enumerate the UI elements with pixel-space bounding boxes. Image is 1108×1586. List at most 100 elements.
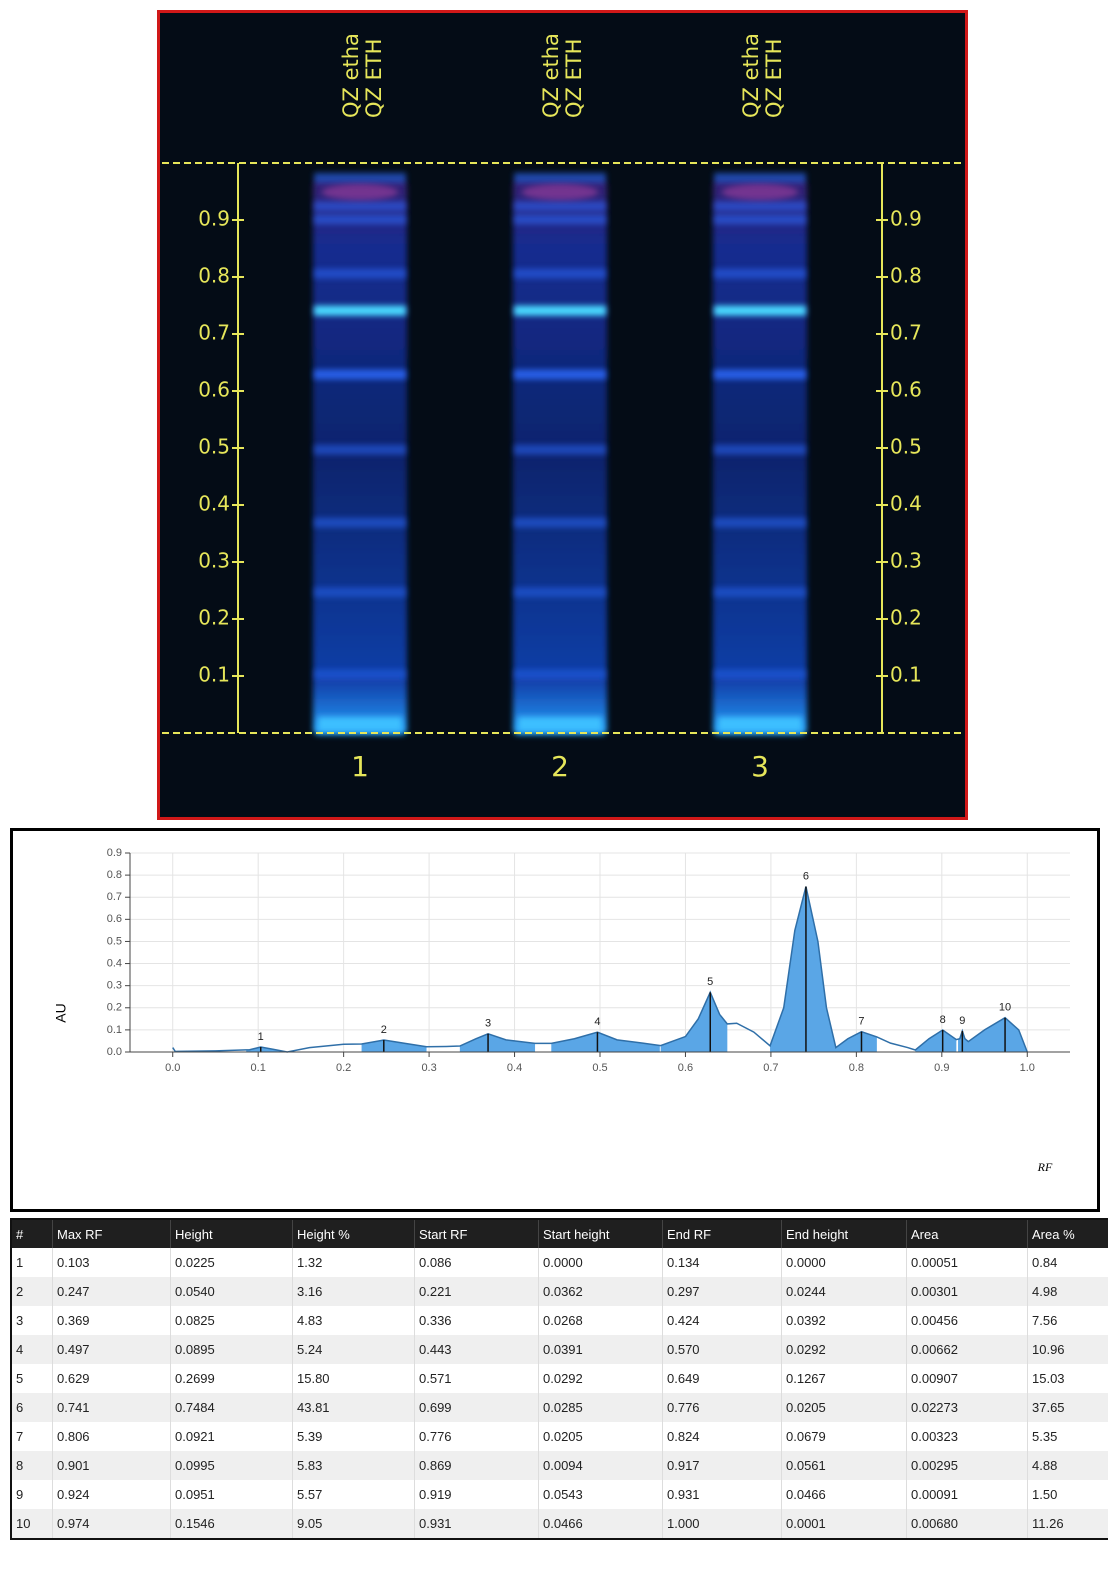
table-cell: 0.00091 (906, 1480, 1028, 1509)
table-cell: 5.39 (292, 1422, 415, 1451)
table-cell: 0.497 (52, 1335, 171, 1364)
plate-tick-label: 0.8 (890, 264, 922, 288)
table-cell: 43.81 (292, 1393, 415, 1422)
x-axis-label: RF (1037, 1160, 1053, 1174)
plate-tick-label: 0.2 (198, 606, 230, 630)
table-cell: 0.974 (52, 1509, 171, 1539)
band (514, 669, 606, 680)
band (714, 444, 806, 455)
table-cell: 0.0094 (538, 1451, 663, 1480)
lane-label: QZ ETH (362, 39, 386, 118)
x-tick-label: 0.7 (763, 1062, 778, 1074)
table-cell: 0.0205 (781, 1393, 907, 1422)
table-cell: 0.00680 (906, 1509, 1028, 1539)
table-cell: 1.32 (292, 1248, 415, 1277)
table-cell: 0.00323 (906, 1422, 1028, 1451)
table-cell: 8 (11, 1451, 53, 1480)
band (714, 517, 806, 528)
table-row: 10 0.974 0.1546 9.05 0.931 0.0466 1.000 0.0001 0… (11, 1509, 1108, 1539)
table-cell: 0.086 (414, 1248, 539, 1277)
table-cell: 0.741 (52, 1393, 171, 1422)
plate-tick-label: 0.9 (198, 207, 230, 231)
table-cell: 0.00301 (906, 1277, 1028, 1306)
table-cell: 0.0466 (538, 1509, 663, 1539)
table-cell: 0.00051 (906, 1248, 1028, 1277)
table-cell: 7 (11, 1422, 53, 1451)
band (714, 587, 806, 598)
column-header: Max RF (52, 1219, 171, 1248)
table-cell: 5.57 (292, 1480, 415, 1509)
band (314, 444, 406, 455)
table-cell: 0.0391 (538, 1335, 663, 1364)
band (714, 669, 806, 680)
table-cell: 0.00456 (906, 1306, 1028, 1335)
band (514, 444, 606, 455)
x-tick-label: 0.4 (507, 1062, 522, 1074)
table-cell: 0.824 (662, 1422, 782, 1451)
band (714, 214, 806, 225)
lane (313, 180, 407, 736)
table-cell: 0.00907 (906, 1364, 1028, 1393)
band (514, 587, 606, 598)
table-row: 1 0.103 0.0225 1.32 0.086 0.0000 0.134 0.0000 0.… (11, 1248, 1108, 1277)
table-cell: 0.649 (662, 1364, 782, 1393)
table-cell: 0.221 (414, 1277, 539, 1306)
table-cell: 0.0543 (538, 1480, 663, 1509)
table-cell: 0.869 (414, 1451, 539, 1480)
y-tick-label: 0.0 (107, 1046, 122, 1058)
plate-tick-label: 0.3 (890, 549, 922, 573)
peak-area (246, 886, 1028, 1052)
table-cell: 11.26 (1027, 1509, 1108, 1539)
x-tick-label: 0.1 (251, 1062, 266, 1074)
table-cell: 0.2699 (170, 1364, 293, 1393)
band (514, 201, 606, 212)
y-tick-label: 0.7 (107, 891, 122, 903)
peak-label: 10 (999, 1002, 1011, 1014)
plate-tick-label: 0.2 (890, 606, 922, 630)
plate-tick-label: 0.4 (198, 492, 230, 516)
table-cell: 0.0825 (170, 1306, 293, 1335)
table-row: 4 0.497 0.0895 5.24 0.443 0.0391 0.570 0.0292 0.… (11, 1335, 1108, 1364)
table-cell: 0.0000 (781, 1248, 907, 1277)
plate-tick-label: 0.7 (890, 321, 922, 345)
lane-label: QZ etha (339, 33, 363, 118)
band (714, 172, 806, 183)
band (714, 369, 806, 380)
table-cell: 0.901 (52, 1451, 171, 1480)
table-cell: 5 (11, 1364, 53, 1393)
table-row: 5 0.629 0.2699 15.80 0.571 0.0292 0.649 0.1267 0… (11, 1364, 1108, 1393)
plate-tick-label: 0.1 (890, 663, 922, 687)
table-cell: 0.629 (52, 1364, 171, 1393)
table-cell: 0.443 (414, 1335, 539, 1364)
column-header: Height (170, 1219, 293, 1248)
peak-label: 8 (940, 1014, 946, 1026)
band (314, 517, 406, 528)
peak-label: 2 (381, 1024, 387, 1036)
table-cell: 0.103 (52, 1248, 171, 1277)
table-cell: 10.96 (1027, 1335, 1108, 1364)
table-cell: 9.05 (292, 1509, 415, 1539)
peak-label: 6 (803, 870, 809, 882)
front-glow (518, 717, 602, 731)
column-header: Area (906, 1219, 1028, 1248)
lane-label: QZ ETH (562, 39, 586, 118)
y-tick-label: 0.2 (107, 1002, 122, 1014)
table-cell: 0.247 (52, 1277, 171, 1306)
table-cell: 0.134 (662, 1248, 782, 1277)
y-tick-label: 0.3 (107, 980, 122, 992)
lane (513, 180, 607, 736)
lane-number: 1 (351, 750, 369, 783)
table-cell: 0.369 (52, 1306, 171, 1335)
x-tick-label: 1.0 (1020, 1062, 1035, 1074)
table-cell: 10 (11, 1509, 53, 1539)
table-cell: 3.16 (292, 1277, 415, 1306)
plate-tick-label: 0.6 (890, 378, 922, 402)
table-cell: 0.806 (52, 1422, 171, 1451)
column-header: Start RF (414, 1219, 539, 1248)
table-cell: 5.83 (292, 1451, 415, 1480)
plate-tick-label: 0.4 (890, 492, 922, 516)
table-row: 3 0.369 0.0825 4.83 0.336 0.0268 0.424 0.0392 0.… (11, 1306, 1108, 1335)
table-cell: 0.0001 (781, 1509, 907, 1539)
